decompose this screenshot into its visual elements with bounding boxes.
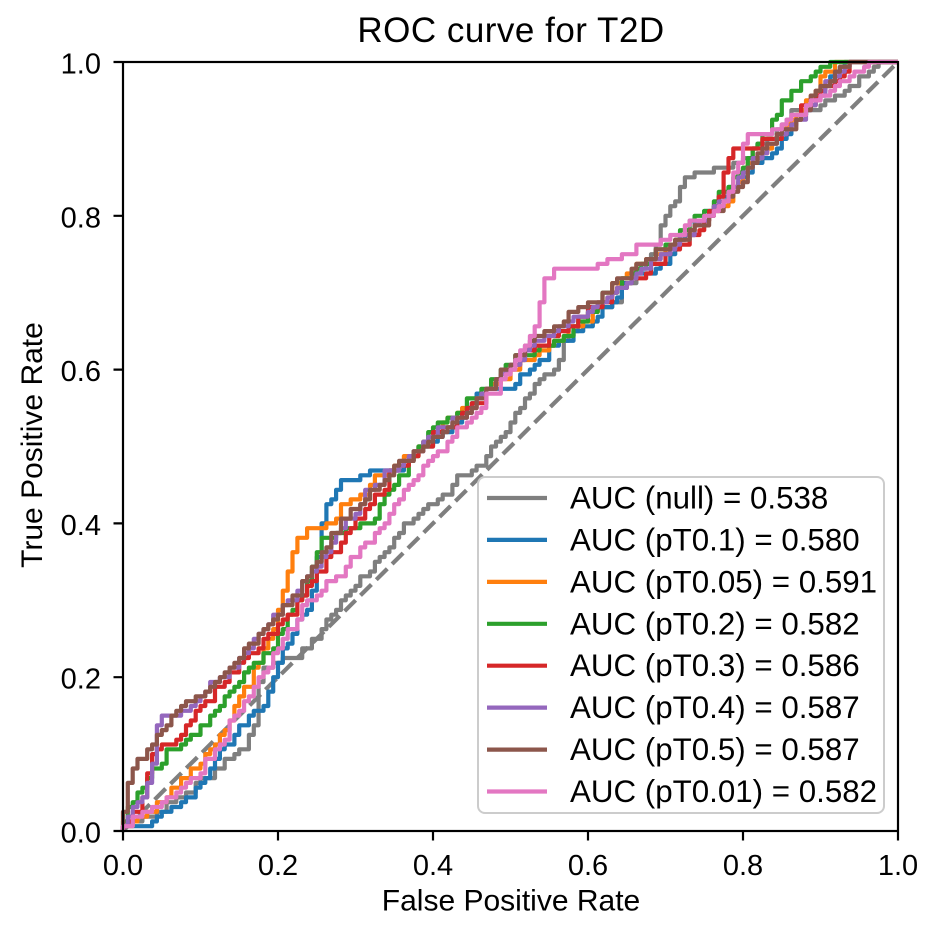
svg-text:AUC (pT0.3) = 0.586: AUC (pT0.3) = 0.586 <box>570 648 860 683</box>
svg-text:0.2: 0.2 <box>61 664 101 696</box>
svg-text:0.4: 0.4 <box>413 850 453 882</box>
svg-text:0.0: 0.0 <box>61 818 101 850</box>
svg-text:0.6: 0.6 <box>568 850 608 882</box>
svg-text:True Positive Rate: True Positive Rate <box>16 322 49 568</box>
svg-text:AUC (pT0.2) = 0.582: AUC (pT0.2) = 0.582 <box>570 606 860 641</box>
svg-text:0.6: 0.6 <box>61 356 101 388</box>
svg-text:0.4: 0.4 <box>61 510 101 542</box>
svg-text:AUC (pT0.05) = 0.591: AUC (pT0.05) = 0.591 <box>570 564 877 599</box>
svg-text:1.0: 1.0 <box>878 850 918 882</box>
svg-text:0.8: 0.8 <box>61 202 101 234</box>
svg-text:0.2: 0.2 <box>258 850 298 882</box>
svg-text:AUC (pT0.5) = 0.587: AUC (pT0.5) = 0.587 <box>570 732 860 767</box>
svg-text:AUC (pT0.4) = 0.587: AUC (pT0.4) = 0.587 <box>570 690 860 725</box>
svg-text:0.0: 0.0 <box>103 850 143 882</box>
svg-text:ROC curve for T2D: ROC curve for T2D <box>357 11 664 50</box>
svg-text:AUC (pT0.1) = 0.580: AUC (pT0.1) = 0.580 <box>570 522 860 557</box>
svg-text:False Positive Rate: False Positive Rate <box>382 885 640 918</box>
svg-text:AUC (null) = 0.538: AUC (null) = 0.538 <box>570 481 828 516</box>
svg-text:0.8: 0.8 <box>723 850 763 882</box>
svg-text:1.0: 1.0 <box>61 49 101 81</box>
svg-text:AUC (pT0.01) = 0.582: AUC (pT0.01) = 0.582 <box>570 774 877 809</box>
